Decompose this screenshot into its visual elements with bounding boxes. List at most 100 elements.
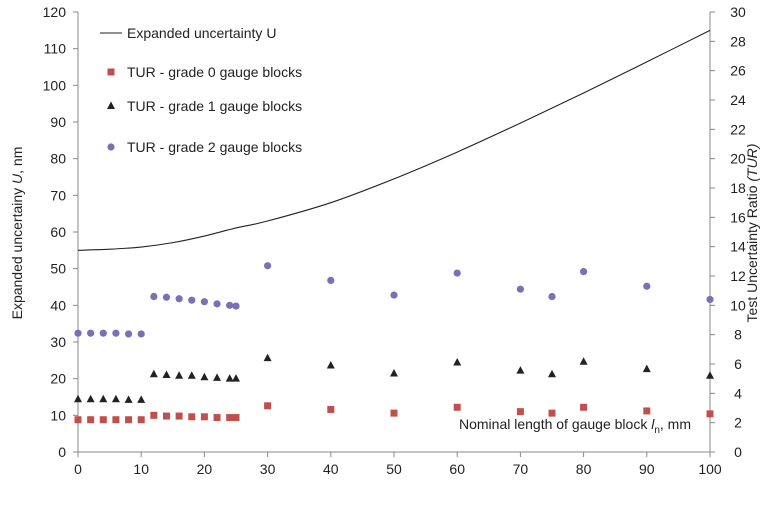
circle-point (327, 276, 335, 284)
triangle-point (642, 364, 651, 373)
circle-point (74, 329, 82, 337)
circle-point (162, 293, 171, 301)
square-point (580, 403, 588, 411)
triangle-point (579, 357, 588, 365)
triangle-point (390, 369, 398, 377)
y2-tick-label: 26 (730, 63, 746, 79)
circle-point (175, 295, 183, 303)
legend-square-swatch (107, 68, 115, 76)
legend-label: TUR - grade 1 gauge blocks (127, 98, 302, 114)
x-tick-label: 0 (74, 461, 82, 477)
triangle-point (124, 395, 133, 403)
y-axis-title: Expanded uncertainy U, nm (9, 147, 25, 320)
triangle-point (162, 370, 171, 378)
circle-point (580, 268, 588, 276)
square-point (162, 412, 170, 420)
square-point (99, 416, 107, 424)
square-point (87, 416, 95, 424)
triangle-point (706, 371, 714, 379)
triangle-point (149, 369, 158, 378)
y2-tick-label: 8 (734, 327, 742, 343)
x-tick-label: 10 (133, 461, 149, 477)
x-tick-label: 30 (260, 461, 276, 477)
triangle-point (111, 394, 120, 403)
y-tick-label: 10 (50, 407, 66, 423)
circle-point (232, 302, 240, 310)
y-tick-label: 90 (50, 114, 66, 130)
y2-tick-label: 30 (730, 4, 746, 20)
y2-axis-title: Test Uncertainty Ratio (TUR) (744, 144, 760, 323)
legend-circle-swatch (107, 143, 115, 151)
triangle-point (213, 373, 222, 381)
circle-point (390, 291, 398, 299)
x-tick-label: 70 (513, 461, 529, 477)
square-point (137, 416, 145, 424)
circle-point (548, 292, 556, 301)
y2-tick-label: 4 (734, 385, 742, 401)
y-tick-label: 110 (44, 41, 67, 57)
square-point (188, 413, 196, 421)
square-point (232, 414, 240, 422)
y-tick-labels: 0 10 20 30 40 50 60 70 80 90 100 110 120 (43, 4, 67, 460)
triangle-point (232, 374, 240, 382)
triangle-point (200, 372, 209, 381)
y-tick-label: 20 (50, 371, 66, 387)
square-point (643, 407, 651, 415)
circle-point (124, 330, 133, 338)
square-point (516, 408, 524, 416)
x-tick-label: 40 (323, 461, 339, 477)
y2-tick-label: 12 (730, 268, 746, 284)
y2-tick-label: 22 (730, 121, 746, 137)
triangle-point (86, 394, 95, 403)
y2-tick-label: 24 (730, 92, 746, 108)
triangle-point (326, 360, 335, 369)
y-tick-label: 30 (50, 334, 66, 350)
x-tick-label: 80 (576, 461, 592, 477)
triangle-point (74, 394, 82, 403)
circle-point (112, 329, 120, 337)
square-point (706, 410, 714, 418)
square-point (264, 402, 272, 410)
y-tick-label: 0 (58, 444, 66, 460)
triangle-point (516, 366, 525, 374)
triangle-point (137, 395, 146, 403)
y2-tick-label: 20 (730, 151, 746, 167)
square-point (112, 416, 120, 424)
square-point (548, 409, 556, 417)
y2-tick-label: 0 (734, 444, 742, 460)
expanded-uncertainty-line (77, 29, 711, 251)
y-tick-label: 100 (43, 77, 67, 93)
y2-tick-label: 18 (730, 180, 746, 196)
square-point (125, 416, 133, 424)
y-tick-label: 80 (50, 151, 66, 167)
circle-point (706, 295, 714, 304)
circle-point (264, 262, 272, 270)
y2-tick-label: 14 (730, 239, 746, 255)
square-point (175, 412, 183, 420)
triangle-point (453, 358, 462, 366)
square-point (150, 411, 158, 419)
legend: Expanded uncertainty U TUR - grade 0 gaug… (100, 25, 302, 155)
x-tick-label: 60 (449, 461, 465, 477)
x-axis-title: Nominal length of gauge block ln, mm (459, 416, 691, 436)
triangle-point (263, 353, 272, 362)
y2-tick-label: 2 (734, 415, 742, 431)
square-point (453, 403, 461, 411)
x-tick-labels: 0 10 20 30 40 50 60 70 80 90 100 (74, 461, 722, 477)
circle-point (213, 300, 221, 308)
triangle-point (187, 371, 196, 379)
y2-tick-label: 10 (730, 297, 746, 313)
circle-point (188, 296, 196, 304)
y-tick-label: 120 (43, 4, 67, 20)
circle-point (643, 282, 651, 290)
x-tick-label: 90 (639, 461, 655, 477)
circle-point (137, 330, 145, 338)
x-tick-label: 20 (197, 461, 213, 477)
circle-point (453, 269, 461, 277)
y-tick-label: 70 (50, 187, 66, 203)
legend-triangle-swatch (107, 101, 115, 109)
x-tick-label: 100 (698, 461, 722, 477)
y-tick-label: 40 (50, 297, 66, 313)
square-point (213, 414, 221, 422)
